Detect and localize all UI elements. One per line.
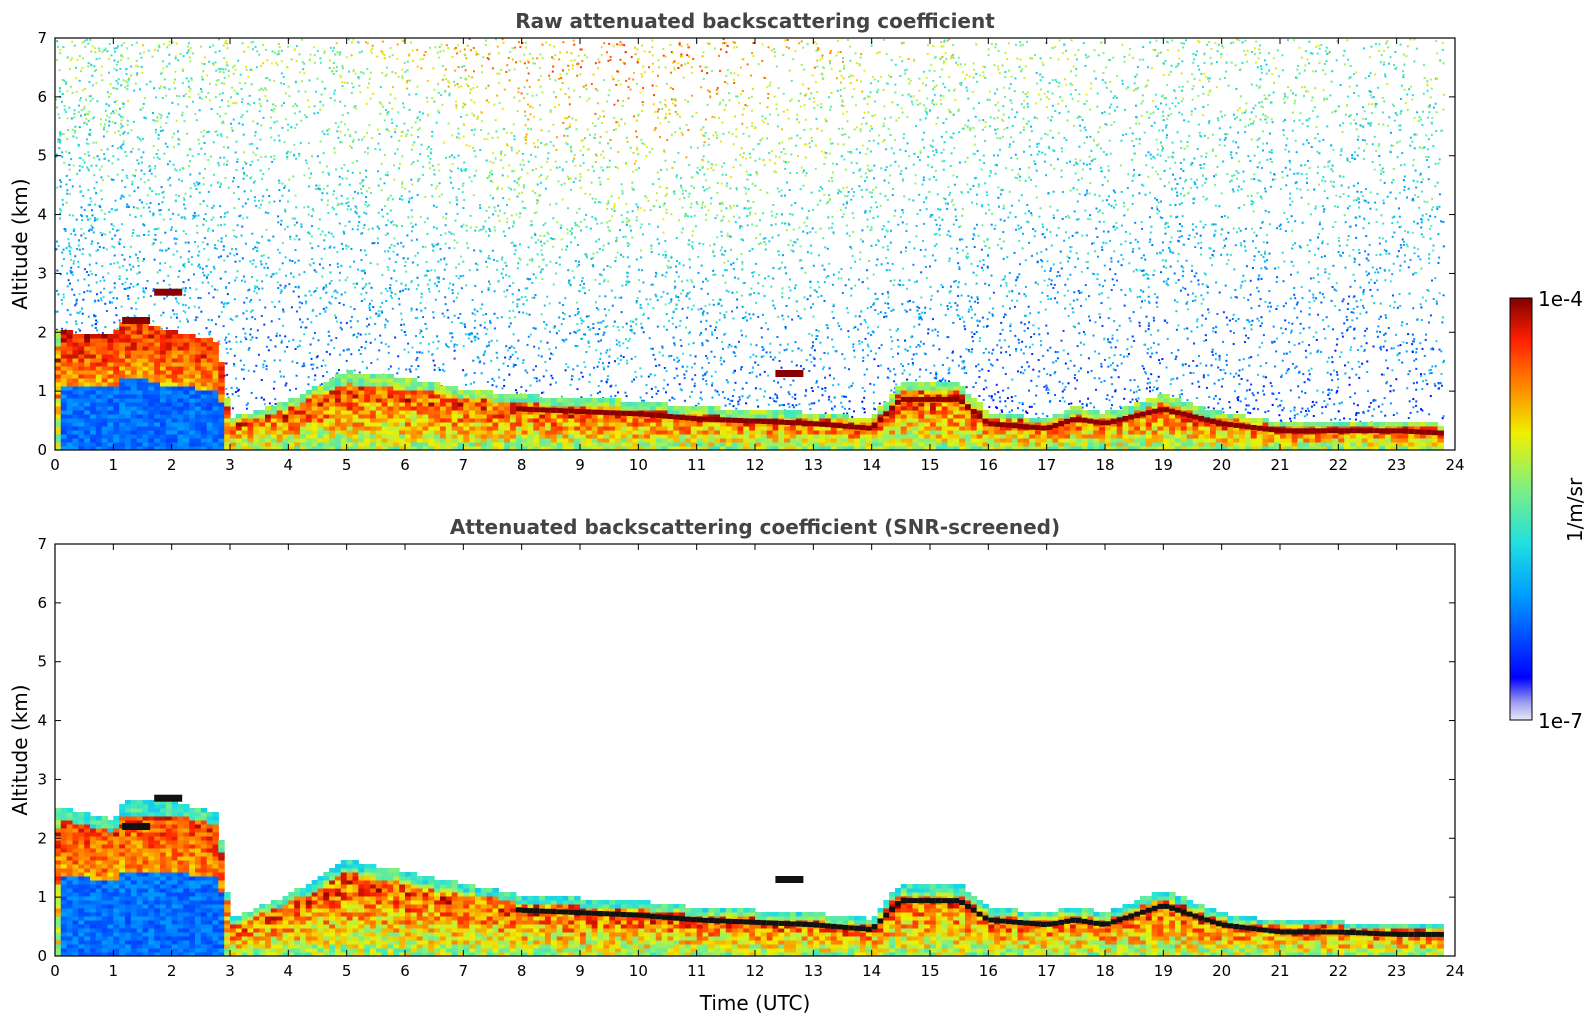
x-tick-label: 4 (284, 962, 294, 980)
x-tick-label: 7 (459, 962, 469, 980)
x-tick-label: 5 (342, 456, 352, 474)
x-tick-label: 17 (1037, 962, 1056, 980)
x-tick-label: 18 (1095, 456, 1114, 474)
x-tick-label: 11 (687, 456, 706, 474)
x-tick-label: 12 (745, 456, 764, 474)
x-tick-label: 9 (575, 962, 585, 980)
y-tick-label: 3 (37, 264, 47, 282)
y-tick-label: 0 (37, 441, 47, 459)
x-tick-label: 6 (400, 962, 410, 980)
raw-chart-title: Raw attenuated backscattering coefficien… (515, 9, 995, 33)
x-tick-label: 20 (1212, 962, 1231, 980)
x-tick-label: 10 (629, 962, 648, 980)
x-tick-label: 8 (517, 456, 527, 474)
cloud-feature (154, 794, 183, 802)
x-tick-label: 0 (50, 962, 60, 980)
x-tick-label: 18 (1095, 962, 1114, 980)
screened-y-axis-label: Altitude (km) (8, 684, 32, 815)
x-tick-label: 21 (1270, 456, 1289, 474)
x-tick-label: 13 (804, 456, 823, 474)
x-axis-label: Time (UTC) (699, 991, 811, 1015)
plot-background (55, 544, 1455, 956)
y-tick-label: 3 (37, 770, 47, 788)
y-tick-label: 4 (37, 206, 47, 224)
cloud-feature (122, 823, 151, 830)
y-tick-label: 2 (37, 323, 47, 341)
raw-y-axis-label: Altitude (km) (8, 178, 32, 309)
y-tick-label: 0 (37, 947, 47, 965)
y-tick-label: 7 (37, 535, 47, 553)
y-tick-label: 2 (37, 829, 47, 847)
x-tick-label: 24 (1445, 456, 1464, 474)
x-tick-label: 6 (400, 456, 410, 474)
cloud-feature (154, 288, 183, 296)
x-tick-label: 12 (745, 962, 764, 980)
x-tick-label: 1 (109, 456, 119, 474)
y-tick-label: 6 (37, 594, 47, 612)
plot-background (55, 38, 1455, 450)
x-tick-label: 17 (1037, 456, 1056, 474)
x-tick-label: 20 (1212, 456, 1231, 474)
x-tick-label: 23 (1387, 962, 1406, 980)
x-tick-label: 7 (459, 456, 469, 474)
x-tick-label: 16 (979, 456, 998, 474)
x-tick-label: 14 (862, 456, 881, 474)
x-tick-label: 10 (629, 456, 648, 474)
colorbar-units-label: 1/m/sr (1563, 477, 1587, 542)
screened-backscatter-field (55, 544, 1455, 957)
colorbar-max-label: 1e-4 (1538, 287, 1583, 311)
x-tick-label: 5 (342, 962, 352, 980)
y-tick-label: 1 (37, 888, 47, 906)
x-tick-label: 16 (979, 962, 998, 980)
x-tick-label: 1 (109, 962, 119, 980)
y-tick-label: 1 (37, 382, 47, 400)
colorbar: 1e-4 1e-7 1/m/sr (1509, 287, 1587, 733)
x-tick-label: 15 (920, 962, 939, 980)
x-tick-label: 13 (804, 962, 823, 980)
raw-backscatter-field (55, 38, 1455, 451)
x-tick-label: 11 (687, 962, 706, 980)
y-tick-label: 4 (37, 712, 47, 730)
x-tick-label: 15 (920, 456, 939, 474)
cloud-feature (775, 370, 804, 377)
x-tick-label: 3 (225, 456, 235, 474)
y-tick-label: 7 (37, 29, 47, 47)
boundary-layer-cells (55, 318, 1444, 451)
x-tick-label: 24 (1445, 962, 1464, 980)
x-tick-label: 22 (1329, 962, 1348, 980)
cloud-feature (775, 876, 804, 883)
noise-speckle (55, 38, 1446, 426)
colorbar-min-label: 1e-7 (1538, 709, 1583, 733)
x-tick-label: 9 (575, 456, 585, 474)
x-tick-label: 2 (167, 456, 177, 474)
screened-chart-title: Attenuated backscattering coefficient (S… (450, 515, 1060, 539)
cloud-feature (122, 317, 151, 324)
panel-screened: Attenuated backscattering coefficient (S… (8, 515, 1465, 1015)
y-tick-label: 5 (37, 147, 47, 165)
x-tick-label: 4 (284, 456, 294, 474)
x-tick-label: 2 (167, 962, 177, 980)
screened-axes: 0 1 2 3 4 5 6 7 8 9 10 11 12 13 14 15 16 17 18 19 20 21 22 23 24… (37, 535, 1464, 980)
x-tick-label: 0 (50, 456, 60, 474)
raw-axes: 0 1 2 3 4 5 6 7 8 9 10 11 12 13 14 15 16 17 18 19 20 21 22 23 24… (37, 29, 1464, 474)
y-tick-label: 6 (37, 88, 47, 106)
x-tick-label: 21 (1270, 962, 1289, 980)
colorbar-gradient (1509, 297, 1533, 721)
x-tick-label: 14 (862, 962, 881, 980)
x-tick-label: 22 (1329, 456, 1348, 474)
x-tick-label: 19 (1154, 456, 1173, 474)
x-tick-label: 19 (1154, 962, 1173, 980)
x-tick-label: 23 (1387, 456, 1406, 474)
y-tick-label: 5 (37, 653, 47, 671)
panel-raw: Raw attenuated backscattering coefficien… (8, 9, 1465, 474)
x-tick-label: 3 (225, 962, 235, 980)
boundary-layer-cells (55, 800, 1444, 957)
x-tick-label: 8 (517, 962, 527, 980)
